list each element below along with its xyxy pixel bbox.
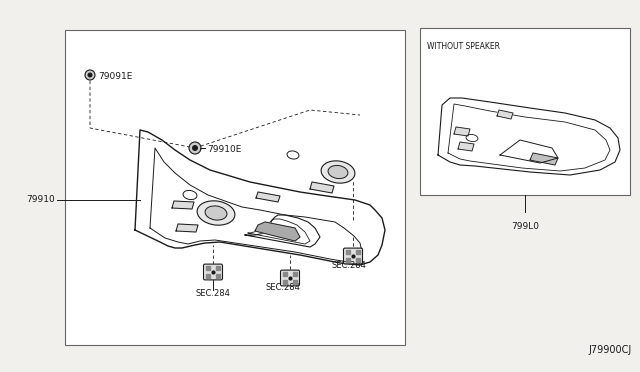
Polygon shape xyxy=(530,153,558,165)
Polygon shape xyxy=(172,201,194,209)
Polygon shape xyxy=(176,224,198,232)
Circle shape xyxy=(189,142,201,154)
Polygon shape xyxy=(454,127,470,136)
Circle shape xyxy=(85,70,95,80)
Ellipse shape xyxy=(197,201,235,225)
Circle shape xyxy=(88,73,92,77)
Ellipse shape xyxy=(183,190,197,200)
Ellipse shape xyxy=(287,151,299,159)
Ellipse shape xyxy=(321,161,355,183)
Text: 79091E: 79091E xyxy=(98,72,132,81)
Polygon shape xyxy=(310,182,334,193)
FancyBboxPatch shape xyxy=(344,248,362,264)
Text: J79900CJ: J79900CJ xyxy=(589,345,632,355)
Bar xyxy=(420,28,630,195)
FancyBboxPatch shape xyxy=(204,264,223,280)
Polygon shape xyxy=(458,142,474,151)
FancyBboxPatch shape xyxy=(280,270,300,286)
Ellipse shape xyxy=(205,206,227,220)
Text: SEC.284: SEC.284 xyxy=(265,283,300,292)
Text: 799L0: 799L0 xyxy=(511,222,539,231)
Polygon shape xyxy=(497,110,513,119)
Bar xyxy=(65,30,405,345)
Text: WITHOUT SPEAKER: WITHOUT SPEAKER xyxy=(427,42,500,51)
Polygon shape xyxy=(255,222,300,241)
Text: 79910E: 79910E xyxy=(207,145,241,154)
Text: 79910: 79910 xyxy=(26,196,55,205)
Text: SEC.284: SEC.284 xyxy=(195,289,230,298)
Circle shape xyxy=(193,145,198,151)
Ellipse shape xyxy=(328,166,348,179)
Text: SEC.284: SEC.284 xyxy=(332,261,367,270)
Ellipse shape xyxy=(466,134,478,142)
Polygon shape xyxy=(256,192,280,202)
